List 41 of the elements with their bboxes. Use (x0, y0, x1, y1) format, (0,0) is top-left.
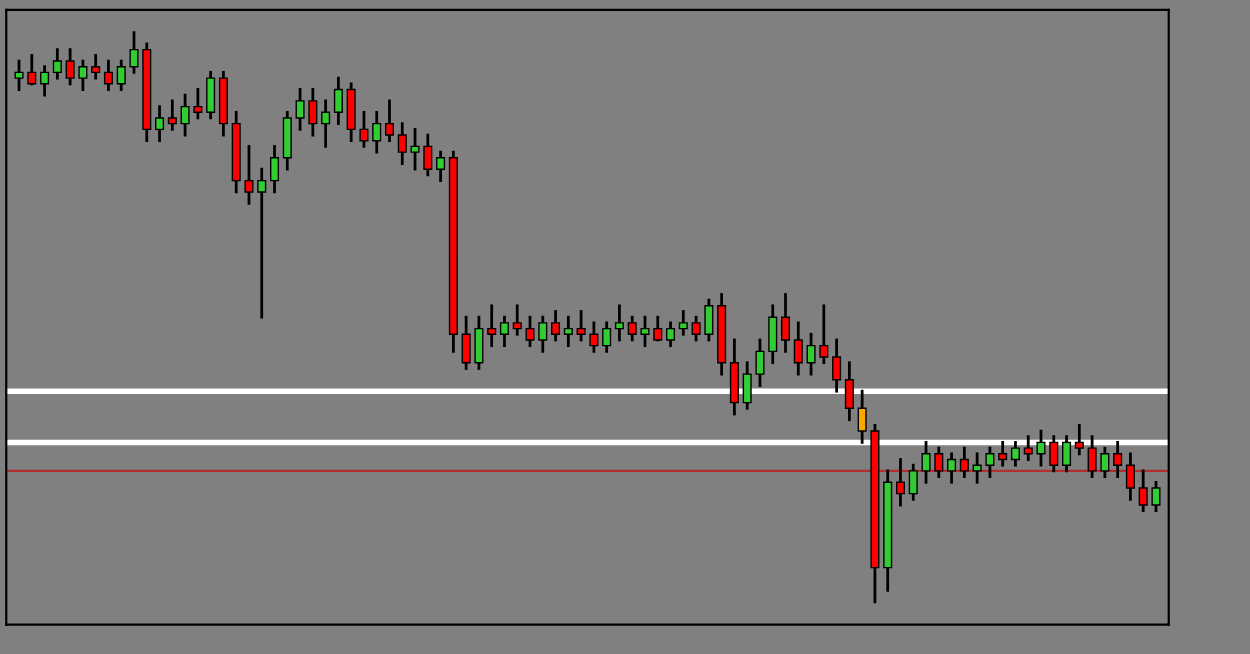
candlestick (563, 315, 573, 348)
candlestick (614, 304, 624, 342)
candlestick (1125, 452, 1135, 501)
candlestick (499, 315, 509, 348)
candlestick (103, 59, 113, 91)
candlestick (155, 105, 165, 143)
candlestick (1062, 435, 1072, 473)
candlestick (384, 99, 395, 143)
candlestick (1113, 441, 1123, 478)
candlestick (218, 71, 228, 137)
candlestick (397, 122, 407, 165)
candlestick (372, 110, 382, 154)
candlestick (998, 441, 1008, 467)
candlestick (206, 71, 216, 120)
candlestick (729, 338, 739, 416)
candlestick (895, 458, 906, 507)
candlestick (1074, 423, 1084, 456)
candlestick (52, 48, 62, 80)
candlestick (947, 452, 957, 484)
candlestick (167, 99, 177, 131)
candlestick (780, 293, 791, 353)
candlestick (768, 304, 778, 365)
candlestick (793, 321, 803, 376)
candlestick (551, 310, 561, 342)
candlestick (436, 150, 446, 182)
candlestick (91, 53, 101, 80)
candlestick (678, 310, 688, 336)
candlestick (282, 110, 292, 171)
candlestick (666, 321, 676, 348)
candlestick (269, 145, 280, 194)
candlestick (602, 321, 612, 353)
candlestick (908, 463, 918, 501)
candlestick (959, 446, 969, 478)
candlestick (321, 99, 331, 148)
candlestick (1010, 441, 1020, 467)
candlestick (844, 361, 854, 422)
candlestick (257, 167, 267, 319)
candlestick (40, 65, 50, 97)
candlestick (333, 76, 343, 126)
candlestick (832, 338, 842, 393)
candlestick (487, 304, 497, 348)
